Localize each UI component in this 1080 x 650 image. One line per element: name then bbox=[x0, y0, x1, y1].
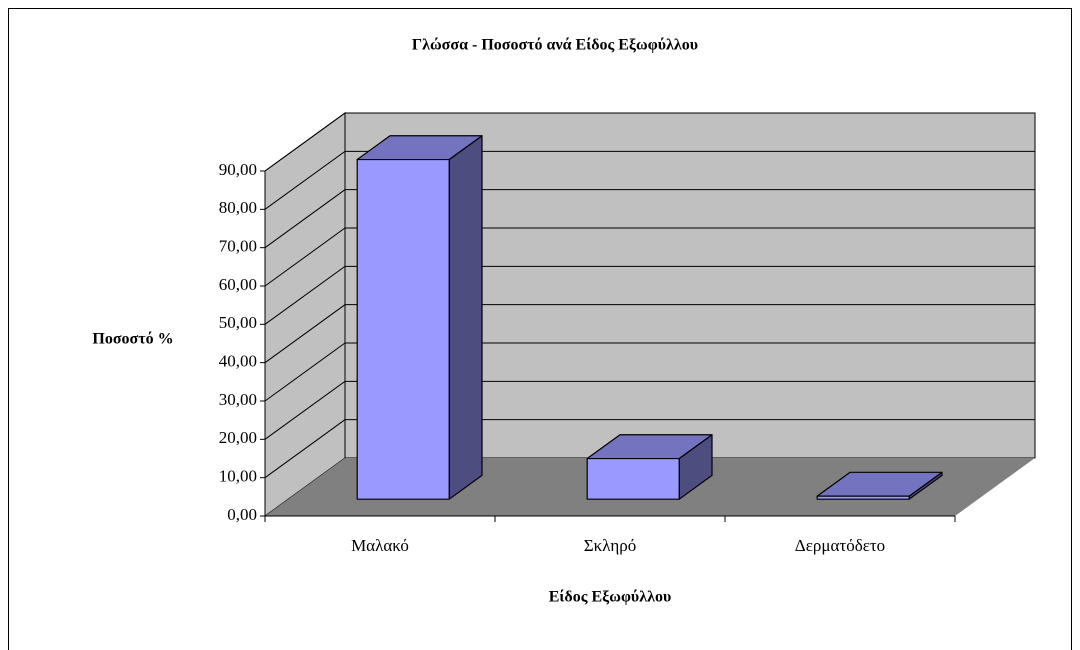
grid-line bbox=[264, 265, 1035, 325]
y-tick-label: 80,00 bbox=[219, 198, 257, 217]
grid-line bbox=[264, 112, 1035, 172]
grid-line bbox=[264, 419, 1035, 479]
y-tick-label: 70,00 bbox=[219, 237, 257, 256]
y-axis-label: Ποσοστό % bbox=[92, 331, 173, 348]
bar bbox=[586, 457, 680, 500]
x-tick-label: Δερματόδετο bbox=[795, 536, 885, 555]
y-tick-label: 10,00 bbox=[219, 467, 257, 486]
bar bbox=[356, 158, 450, 500]
grid-line bbox=[264, 380, 1035, 440]
grid-line bbox=[264, 227, 1035, 287]
y-tick-label: 0,00 bbox=[227, 505, 257, 524]
bar-side bbox=[448, 135, 483, 500]
x-axis-label: Είδος Εξωφύλλου bbox=[549, 589, 672, 606]
x-tick-label: Μαλακό bbox=[351, 536, 409, 555]
y-tick-label: 50,00 bbox=[219, 313, 257, 332]
y-tick-label: 60,00 bbox=[219, 275, 257, 294]
y-tick-label: 40,00 bbox=[219, 352, 257, 371]
grid-line bbox=[264, 189, 1035, 249]
chart-title: Γλώσσα - Ποσοστό ανά Είδος Εξωφύλλου bbox=[412, 37, 698, 54]
y-tick-label: 30,00 bbox=[219, 390, 257, 409]
left-wall bbox=[264, 112, 346, 517]
bar bbox=[816, 495, 910, 500]
y-tick-label: 20,00 bbox=[219, 428, 257, 447]
grid-line bbox=[264, 342, 1035, 402]
grid-line bbox=[264, 304, 1035, 364]
x-tick-label: Σκληρό bbox=[584, 536, 636, 555]
grid-line bbox=[264, 150, 1035, 210]
y-tick-label: 90,00 bbox=[219, 160, 257, 179]
